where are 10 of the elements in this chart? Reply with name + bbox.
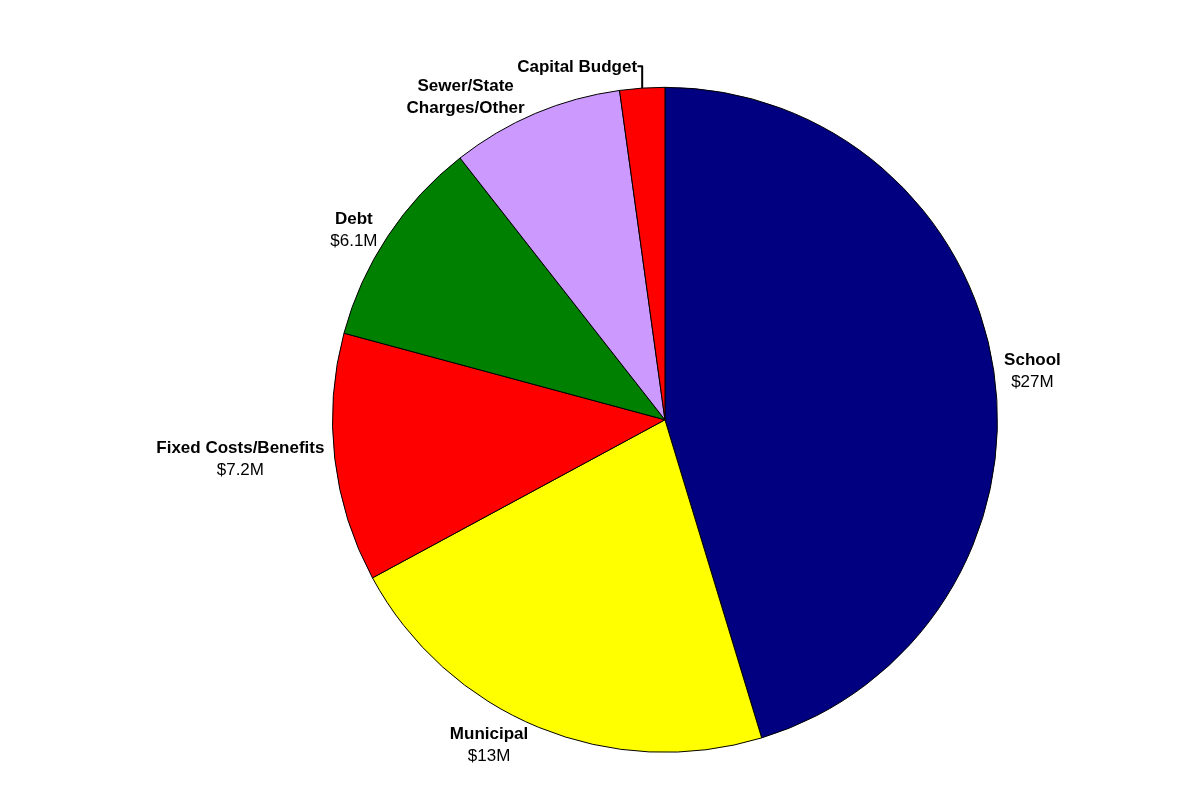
slice-label: Sewer/State Charges/Other: [406, 75, 526, 117]
slice-label: Debt: [334, 209, 374, 229]
slice-label: School: [1004, 349, 1061, 369]
slice-label: Capital Budget: [517, 56, 638, 76]
data-label: $27M: [1011, 372, 1054, 392]
data-label: $13M: [467, 746, 511, 766]
slice-label: Fixed Costs/Benefits: [156, 438, 325, 457]
slice-label: Municipal: [449, 724, 529, 744]
data-label: $7.2M: [216, 460, 264, 480]
data-label: $6.1M: [330, 231, 378, 251]
